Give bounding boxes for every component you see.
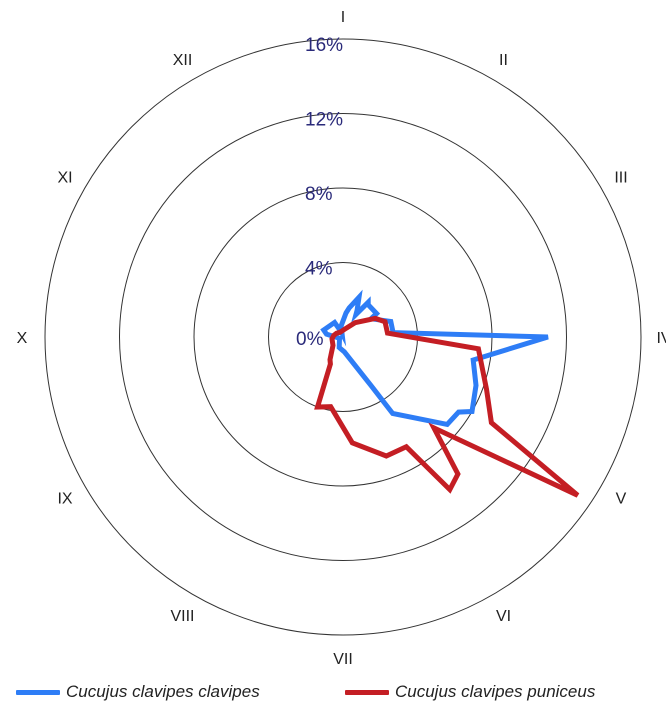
series-line-clavipes [320, 289, 549, 428]
grid-circle-4 [44, 38, 642, 636]
radial-tick-label: 0% [296, 329, 324, 350]
month-label: V [616, 491, 627, 508]
legend-swatch-puniceus [345, 689, 389, 695]
month-labels: IIIIIIIVVVIVIIVIIIIXXXIXII [17, 9, 666, 668]
legend-item-clavipes: Cucujus clavipes clavipes [16, 682, 260, 702]
month-label: I [341, 9, 345, 26]
grid-circle-3 [119, 113, 567, 561]
radial-tick-label: 8% [305, 184, 333, 205]
month-label: II [499, 52, 508, 69]
series-group [314, 289, 580, 498]
month-label: IX [57, 491, 72, 508]
series-line-puniceus [314, 315, 580, 498]
month-label: III [614, 170, 627, 187]
month-label: XI [57, 170, 72, 187]
radial-tick-label: 12% [305, 110, 343, 131]
legend-label-puniceus: Cucujus clavipes puniceus [395, 682, 596, 701]
radial-grid [44, 38, 642, 636]
radial-tick-labels: 0% 4% 8% 12% 16% [296, 35, 343, 350]
month-label: IV [656, 330, 666, 347]
radial-tick-label: 4% [305, 259, 333, 280]
month-label: XII [173, 52, 193, 69]
legend-item-puniceus: Cucujus clavipes puniceus [345, 682, 595, 702]
month-label: VII [333, 651, 353, 668]
month-label: X [17, 330, 28, 347]
legend-label-clavipes: Cucujus clavipes clavipes [66, 682, 260, 701]
legend-swatch-clavipes [16, 689, 60, 695]
radial-tick-label: 16% [305, 35, 343, 56]
month-label: VI [496, 608, 511, 625]
month-label: VIII [170, 608, 194, 625]
